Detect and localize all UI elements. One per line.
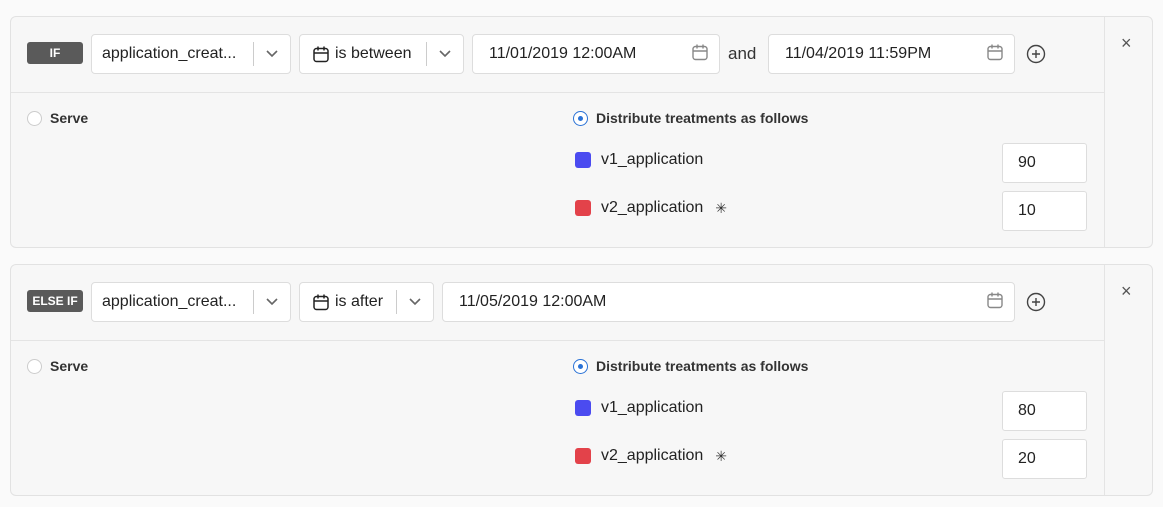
treatment-name: v2_application — [601, 447, 704, 464]
treatment-row: v1_application — [575, 151, 703, 169]
operator-value: is between — [335, 45, 412, 62]
treatment-percent-input[interactable]: 80 — [1002, 391, 1087, 431]
chevron-down-icon — [397, 298, 433, 306]
rule-card-else-if: ELSE IF application_creat... is after 11… — [10, 264, 1153, 496]
treatment-percent-input[interactable]: 10 — [1002, 191, 1087, 231]
if-badge: IF — [27, 42, 83, 64]
distribute-radio[interactable]: Distribute treatments as follows — [573, 358, 808, 374]
rule-card-if: IF application_creat... is between 11/01… — [10, 16, 1153, 248]
treatment-name: v2_application — [601, 199, 704, 216]
serve-label: Serve — [50, 358, 89, 374]
divider — [1104, 17, 1105, 247]
and-label: and — [728, 44, 757, 63]
close-icon[interactable]: × — [1121, 33, 1132, 53]
add-condition-icon[interactable] — [1026, 292, 1046, 312]
treatment-percent-input[interactable]: 20 — [1002, 439, 1087, 479]
close-icon[interactable]: × — [1121, 281, 1132, 301]
treatment-color-swatch — [575, 448, 591, 464]
chevron-down-icon — [427, 50, 463, 58]
treatment-percent-input[interactable]: 90 — [1002, 143, 1087, 183]
distribute-radio[interactable]: Distribute treatments as follows — [573, 110, 808, 126]
attribute-select[interactable]: application_creat... — [91, 34, 291, 74]
date-from-input[interactable]: 11/05/2019 12:00AM — [442, 282, 1015, 322]
treatment-color-swatch — [575, 200, 591, 216]
date-to-input[interactable]: 11/04/2019 11:59PM — [768, 34, 1015, 74]
divider — [11, 92, 1104, 93]
calendar-icon[interactable] — [986, 291, 1004, 314]
treatment-name: v1_application — [601, 399, 704, 416]
calendar-icon — [312, 293, 330, 311]
treatment-color-swatch — [575, 400, 591, 416]
date-from-input[interactable]: 11/01/2019 12:00AM — [472, 34, 720, 74]
asterisk-icon: ✳ — [715, 199, 728, 216]
treatment-row: v2_application ✳ — [575, 447, 727, 465]
serve-radio[interactable]: Serve — [27, 110, 88, 126]
calendar-icon — [312, 45, 330, 63]
date-from-value: 11/01/2019 12:00AM — [489, 45, 637, 62]
treatment-name: v1_application — [601, 151, 704, 168]
chevron-down-icon — [254, 298, 290, 306]
serve-label: Serve — [50, 110, 89, 126]
distribute-label: Distribute treatments as follows — [596, 110, 809, 126]
calendar-icon[interactable] — [691, 43, 709, 66]
divider — [11, 340, 1104, 341]
treatment-color-swatch — [575, 152, 591, 168]
attribute-select[interactable]: application_creat... — [91, 282, 291, 322]
divider — [1104, 265, 1105, 495]
asterisk-icon: ✳ — [715, 447, 728, 464]
add-condition-icon[interactable] — [1026, 44, 1046, 64]
attribute-value: application_creat... — [102, 45, 237, 62]
distribute-label: Distribute treatments as follows — [596, 358, 809, 374]
operator-value: is after — [335, 293, 384, 310]
else-if-badge: ELSE IF — [27, 290, 83, 312]
date-from-value: 11/05/2019 12:00AM — [459, 293, 607, 310]
calendar-icon[interactable] — [986, 43, 1004, 66]
operator-select[interactable]: is after — [299, 282, 434, 322]
serve-radio[interactable]: Serve — [27, 358, 88, 374]
attribute-value: application_creat... — [102, 293, 237, 310]
treatment-row: v2_application ✳ — [575, 199, 727, 217]
operator-select[interactable]: is between — [299, 34, 464, 74]
treatment-row: v1_application — [575, 399, 703, 417]
date-to-value: 11/04/2019 11:59PM — [785, 45, 932, 62]
chevron-down-icon — [254, 50, 290, 58]
